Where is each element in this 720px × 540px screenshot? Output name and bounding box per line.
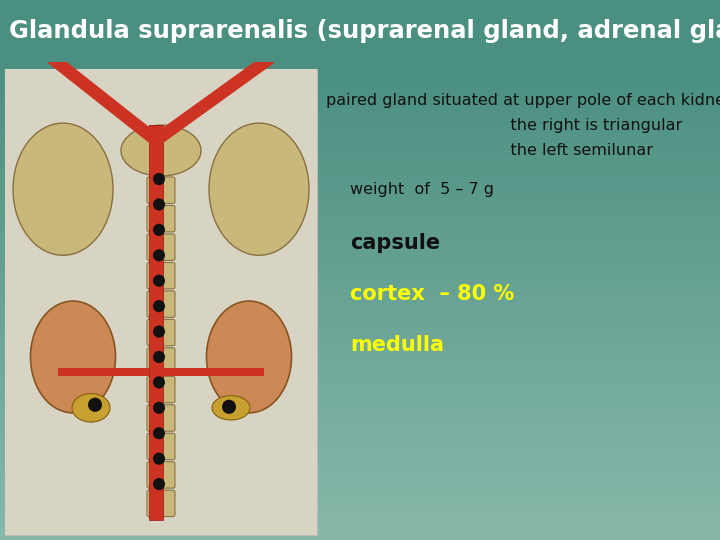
Circle shape [153, 402, 165, 414]
Text: weight  of  5 – 7 g: weight of 5 – 7 g [350, 182, 494, 197]
Ellipse shape [30, 301, 115, 413]
FancyBboxPatch shape [147, 177, 175, 204]
Circle shape [153, 173, 165, 185]
Text: the right is triangular: the right is triangular [490, 118, 683, 133]
Text: paired gland situated at upper pole of each kidney: paired gland situated at upper pole of e… [325, 92, 720, 107]
FancyBboxPatch shape [147, 234, 175, 260]
FancyBboxPatch shape [147, 405, 175, 431]
Circle shape [153, 478, 165, 490]
Ellipse shape [13, 123, 113, 255]
Bar [5, 69, 317, 535]
Circle shape [153, 224, 165, 236]
Circle shape [153, 376, 165, 388]
FancyBboxPatch shape [147, 348, 175, 374]
Ellipse shape [72, 394, 110, 422]
Ellipse shape [207, 301, 292, 413]
Ellipse shape [121, 125, 201, 176]
FancyBboxPatch shape [147, 433, 175, 460]
Ellipse shape [212, 396, 250, 420]
FancyBboxPatch shape [147, 291, 175, 318]
Circle shape [153, 275, 165, 287]
Circle shape [222, 400, 236, 414]
Ellipse shape [209, 123, 309, 255]
FancyArrow shape [163, 368, 264, 376]
Text: Glandula suprarenalis (suprarenal gland, adrenal gland): Glandula suprarenalis (suprarenal gland,… [9, 19, 720, 43]
Circle shape [153, 300, 165, 312]
Bar [5, 69, 317, 535]
Circle shape [153, 453, 165, 465]
FancyArrow shape [58, 368, 149, 376]
Circle shape [88, 397, 102, 412]
Bar [149, 125, 163, 519]
FancyBboxPatch shape [147, 319, 175, 346]
Text: capsule: capsule [350, 233, 440, 253]
FancyBboxPatch shape [147, 206, 175, 232]
Circle shape [153, 351, 165, 363]
Text: cortex  – 80 %: cortex – 80 % [350, 284, 514, 304]
FancyBboxPatch shape [147, 462, 175, 488]
FancyBboxPatch shape [147, 490, 175, 517]
Circle shape [153, 198, 165, 211]
FancyBboxPatch shape [147, 262, 175, 289]
Circle shape [153, 326, 165, 338]
Text: medulla: medulla [350, 335, 444, 355]
Circle shape [153, 427, 165, 440]
Circle shape [153, 249, 165, 261]
FancyBboxPatch shape [147, 376, 175, 403]
Text: the left semilunar: the left semilunar [490, 144, 653, 158]
